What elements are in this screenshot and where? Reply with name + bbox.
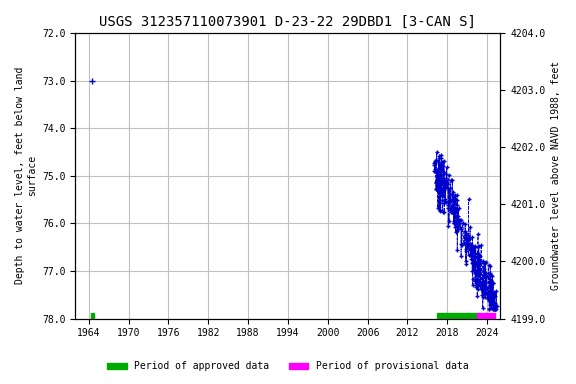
Y-axis label: Groundwater level above NAVD 1988, feet: Groundwater level above NAVD 1988, feet bbox=[551, 61, 561, 290]
Legend: Period of approved data, Period of provisional data: Period of approved data, Period of provi… bbox=[103, 358, 473, 375]
Y-axis label: Depth to water level, feet below land
surface: Depth to water level, feet below land su… bbox=[15, 67, 37, 285]
Title: USGS 312357110073901 D-23-22 29DBD1 [3-CAN S]: USGS 312357110073901 D-23-22 29DBD1 [3-C… bbox=[100, 15, 476, 29]
